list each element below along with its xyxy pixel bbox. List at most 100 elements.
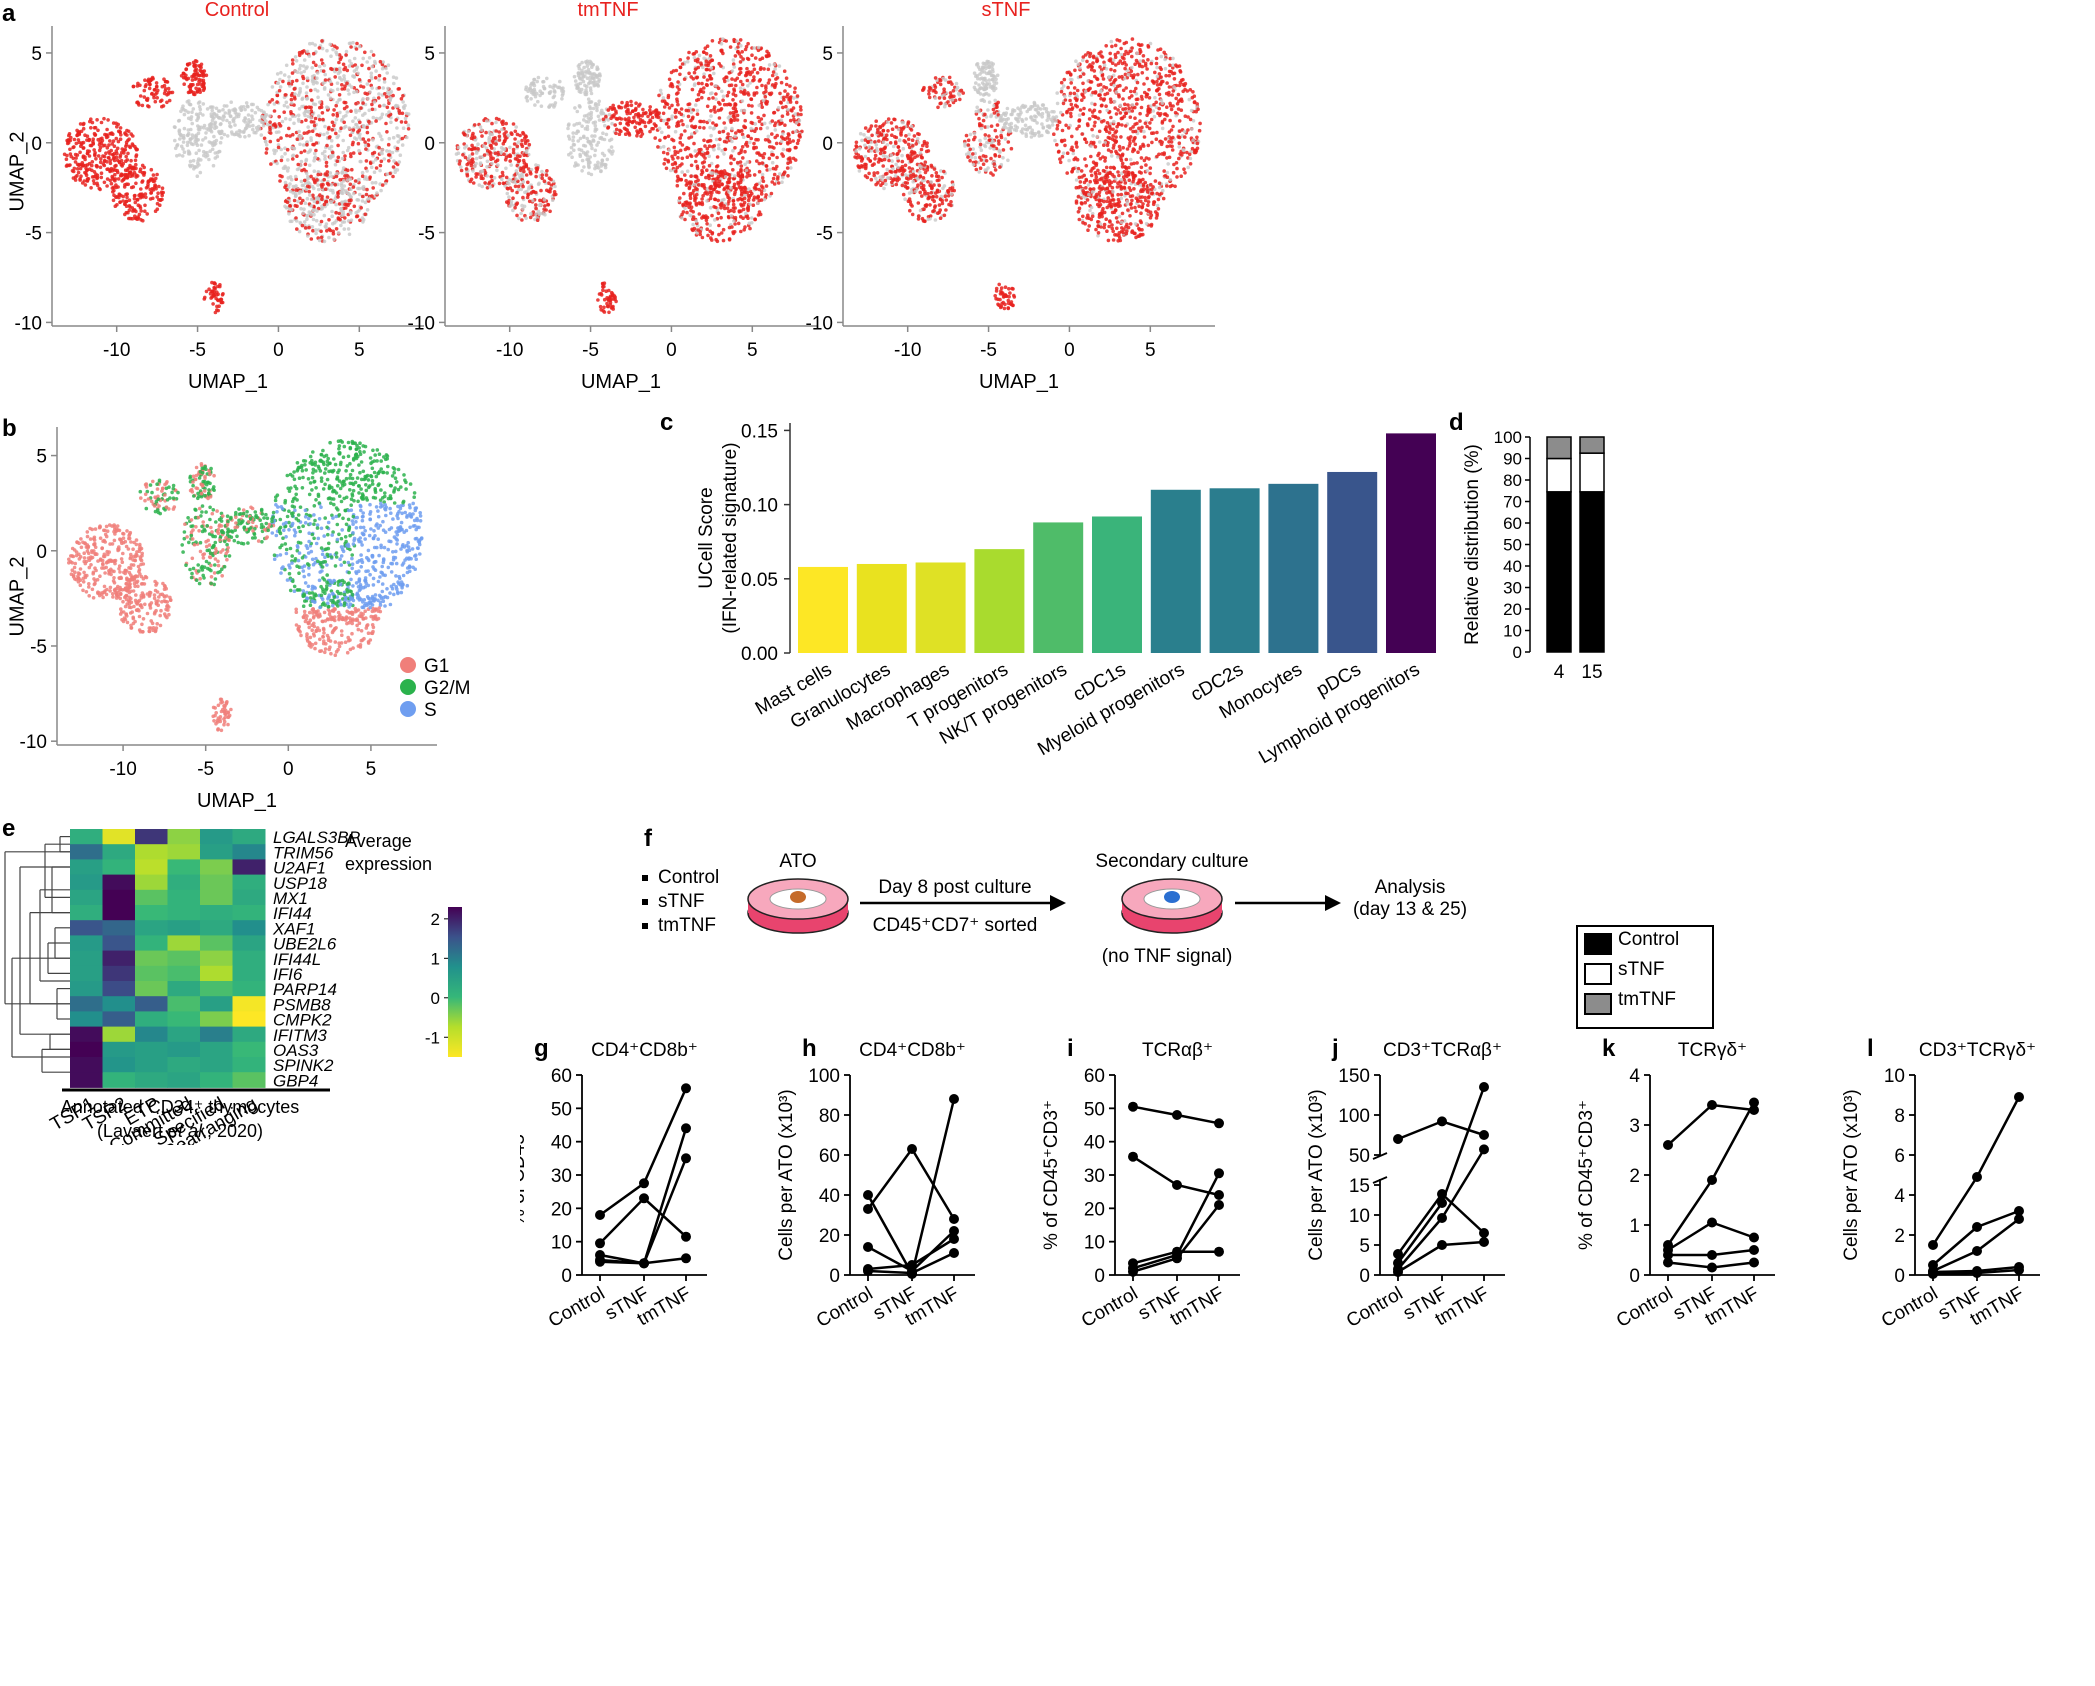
umap-point [294,184,298,188]
umap-point [94,157,98,161]
umap-point [172,125,177,129]
umap-point [339,223,343,228]
umap-point [583,152,588,157]
umap-point [703,191,707,196]
umap-point [150,178,154,182]
umap-point [361,85,366,89]
umap-point [357,135,362,139]
umap-point [130,172,135,177]
umap-point [346,191,350,195]
umap-a0-x-tick-label: -5 [189,340,206,361]
umap-point [777,172,782,176]
umap-point [680,216,684,220]
umap-point [1188,88,1193,92]
umap-point [83,183,88,187]
umap-point [386,92,391,97]
umap-point [473,146,477,151]
umap-point [276,145,281,150]
umap-point [499,150,504,154]
umap-point [102,180,107,185]
umap-point [283,199,288,204]
umap-point [205,107,210,111]
umap-point [1128,157,1133,162]
umap-point [731,62,736,66]
umap-point [155,207,160,211]
umap-point [315,89,320,93]
umap-point [1171,89,1176,93]
umap-point [175,154,179,158]
umap-point [1165,81,1169,85]
umap-point [159,190,164,194]
umap-point [134,181,138,186]
umap-point [582,118,586,122]
umap-point [778,122,782,126]
umap-point [357,177,361,182]
umap-point [603,123,607,128]
umap-point [1089,144,1093,148]
umap-point [619,105,624,110]
umap-point [182,150,187,154]
umap-point [75,153,80,157]
umap-point [593,134,597,138]
umap-point [580,87,584,92]
umap-point [369,165,374,170]
umap-point [356,71,360,76]
umap-point [291,157,295,161]
umap-point [1103,156,1108,160]
umap-point [632,115,636,120]
umap-point [348,211,353,215]
umap-point [124,142,129,147]
umap-point [1157,72,1162,76]
umap-point [579,90,583,94]
umap-point [334,103,339,108]
umap-point [788,118,793,123]
umap-point [396,140,401,144]
umap-point [125,195,129,200]
umap-point [689,110,694,115]
umap-point [752,67,757,72]
umap-point [1119,52,1124,57]
umap-point [707,174,711,178]
umap-point [678,136,683,140]
umap-point [497,134,502,139]
umap-point [583,126,588,131]
umap-point [270,98,275,102]
umap-point [141,218,145,223]
umap-point [613,123,617,127]
umap-point [308,182,312,186]
umap-point [229,125,233,129]
umap-point [1098,93,1102,97]
umap-point [755,85,759,90]
umap-point [691,77,696,81]
umap-point [196,157,201,161]
umap-point [511,122,516,126]
umap-point [329,155,334,159]
umap-point [766,67,771,72]
umap-point [329,88,333,92]
umap-point [315,200,320,205]
umap-point [733,222,737,226]
umap-point [114,121,118,126]
umap-point [662,162,666,166]
umap-point [323,78,328,82]
umap-point [667,148,672,152]
umap-point [263,139,268,144]
umap-point [704,218,709,223]
umap-point [1093,102,1097,107]
umap-point [391,106,395,110]
umap-point [739,178,743,182]
umap-point [278,179,282,183]
umap-point [196,127,201,132]
umap-point [670,84,675,89]
umap-point [611,103,615,108]
umap-point [559,86,564,91]
umap-point [596,298,600,302]
umap-point [356,130,360,134]
umap-a2-y-tick-label: 5 [822,44,833,65]
umap-point [788,160,793,164]
umap-point [631,109,635,113]
umap-point [62,152,67,157]
umap-point [193,165,197,169]
umap-point [145,212,149,216]
umap-point [389,89,394,94]
